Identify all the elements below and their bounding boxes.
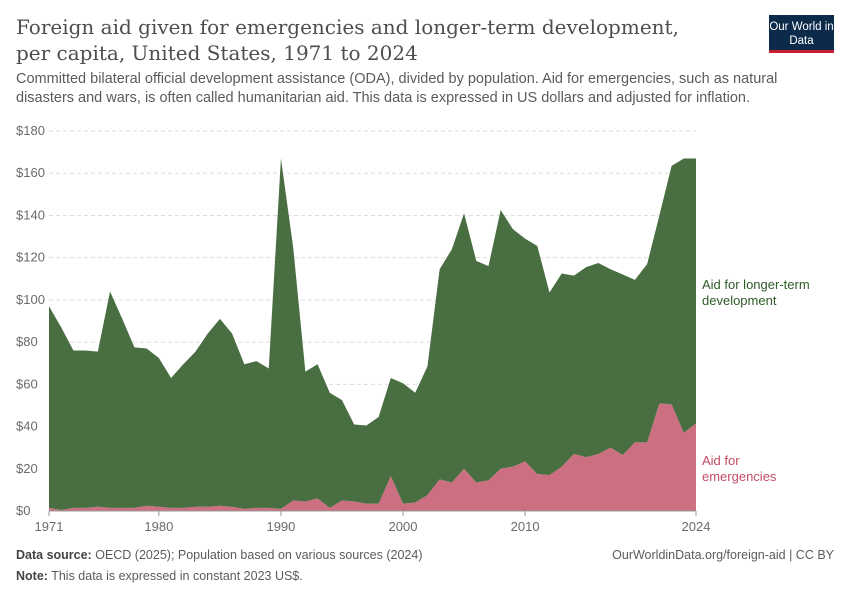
source-label: Data source: xyxy=(16,548,92,562)
note-text: This data is expressed in constant 2023 … xyxy=(51,569,303,583)
y-tick-label: $0 xyxy=(16,503,30,518)
label-longer-term: Aid for longer-term development xyxy=(702,277,810,308)
y-tick-label: $80 xyxy=(16,334,38,349)
chart-title: Foreign aid given for emergencies and lo… xyxy=(16,15,679,65)
note-label: Note: xyxy=(16,569,48,583)
area-emergencies xyxy=(49,403,696,511)
y-tick-label: $100 xyxy=(16,292,45,307)
data-source: Data source: OECD (2025); Population bas… xyxy=(16,548,422,562)
x-tick-label: 1980 xyxy=(144,519,173,534)
y-tick-label: $140 xyxy=(16,207,45,222)
owid-logo[interactable]: Our World in Data xyxy=(769,15,834,53)
source-url[interactable]: OurWorldinData.org/foreign-aid | CC BY xyxy=(612,548,834,562)
x-tick-label: 2024 xyxy=(682,519,711,534)
x-tick-label: 1990 xyxy=(266,519,295,534)
y-tick-label: $120 xyxy=(16,250,45,265)
area-longer-term xyxy=(49,158,696,510)
label-emergencies: Aid for emergencies xyxy=(702,453,777,484)
y-tick-label: $60 xyxy=(16,376,38,391)
source-text[interactable]: OECD (2025); Population based on various… xyxy=(95,548,423,562)
x-tick-label: 2010 xyxy=(511,519,540,534)
x-tick-label: 2000 xyxy=(389,519,418,534)
note: Note: This data is expressed in constant… xyxy=(16,569,303,583)
y-tick-label: $160 xyxy=(16,165,45,180)
y-tick-label: $180 xyxy=(16,123,45,138)
y-tick-label: $40 xyxy=(16,419,38,434)
y-tick-label: $20 xyxy=(16,461,38,476)
x-tick-label: 1971 xyxy=(35,519,64,534)
chart-subtitle: Committed bilateral official development… xyxy=(16,71,778,106)
